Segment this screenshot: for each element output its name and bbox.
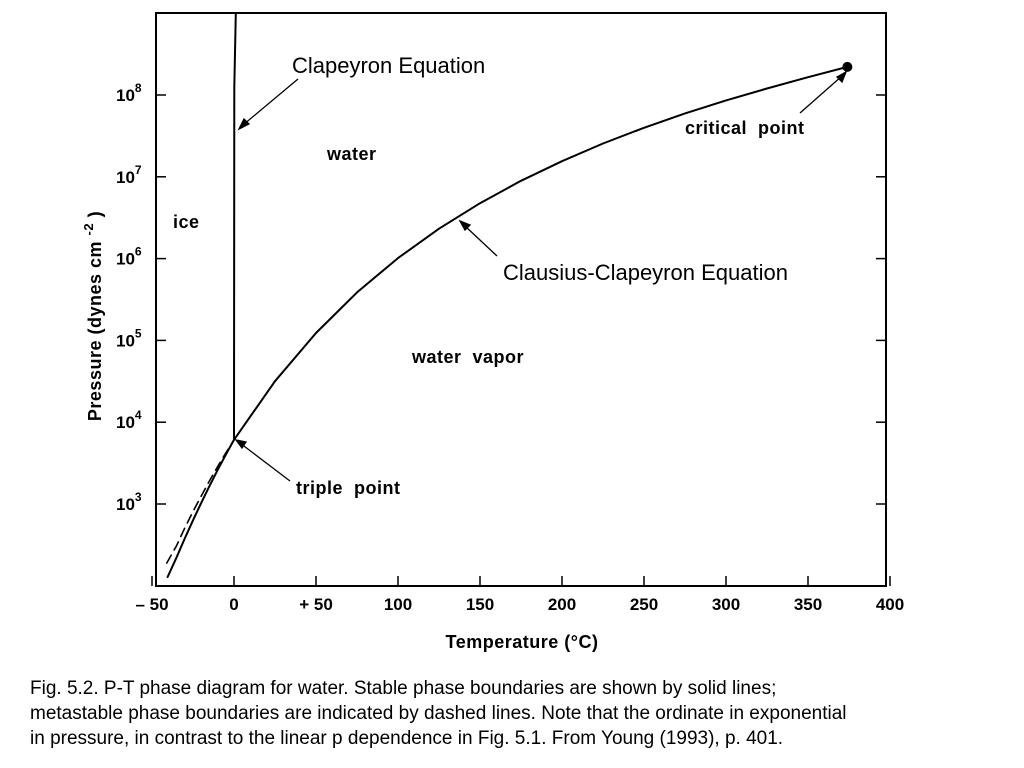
annotation-critical-point: critical point (685, 118, 805, 138)
arrow-critical (799, 75, 843, 114)
arrow-clausius-head (458, 219, 472, 232)
y-axis-title-main: Pressure (dynes cm (85, 241, 105, 421)
y-tick-label: 107 (116, 163, 142, 187)
arrow-clausius (464, 225, 498, 257)
annotation-triple-point: triple point (296, 478, 401, 498)
caption-line-3: in pressure, in contrast to the linear p… (30, 728, 784, 749)
annotation-arrows (234, 70, 848, 482)
y-tick-label: 105 (116, 326, 142, 350)
y-tick-label: 103 (116, 490, 142, 514)
arrow-clapeyron-head (237, 117, 251, 131)
x-tick-label: – 50 (135, 595, 168, 614)
x-tick-label: 300 (712, 595, 740, 614)
annotation-clausius-clapeyron: Clausius-Clapeyron Equation (503, 260, 788, 285)
x-tick-label: 0 (229, 595, 238, 614)
caption-line-1: Fig. 5.2. P-T phase diagram for water. S… (30, 678, 777, 699)
x-tick-label: 350 (794, 595, 822, 614)
markers (842, 61, 853, 72)
arrow-clapeyron (242, 78, 299, 126)
region-label-water-vapor: water vapor (411, 347, 524, 367)
svg-text:Pressure (dynes cm -2: Pressure (dynes cm -2 ) (77, 211, 105, 421)
x-tick-label: 200 (548, 595, 576, 614)
y-axis-title-close: ) (85, 211, 105, 218)
y-axis-title: Pressure (dynes cm -2 ) (77, 211, 105, 421)
x-axis-title: Temperature (°C) (446, 632, 599, 652)
region-label-ice: ice (173, 212, 200, 232)
region-label-water: water (326, 144, 377, 164)
x-axis: – 50 0 + 50 100 150 200 250 300 350 400 (135, 576, 904, 614)
y-tick-label: 106 (116, 245, 142, 269)
annotation-clapeyron: Clapeyron Equation (292, 53, 485, 78)
caption-line-2: metastable phase boundaries are indicate… (30, 703, 847, 724)
x-tick-label: 150 (466, 595, 494, 614)
y-tick-label: 104 (116, 408, 142, 432)
boundary-curve-0 (233, 65, 849, 441)
plot-frame (155, 12, 887, 587)
x-tick-label: 100 (384, 595, 412, 614)
x-tick-label: 250 (630, 595, 658, 614)
y-axis: 103 104 105 106 107 108 (116, 81, 886, 514)
arrow-critical-head (835, 70, 848, 84)
boundary-curve-1 (166, 438, 235, 578)
y-axis-title-exp: -2 (81, 223, 96, 236)
boundary-curve-3 (233, 13, 237, 441)
x-tick-label: 400 (876, 595, 904, 614)
boundary-curve-2 (166, 438, 235, 564)
x-tick-label: + 50 (299, 595, 333, 614)
arrow-triple (239, 442, 291, 482)
y-tick-label: 108 (116, 81, 142, 105)
figure-caption: Fig. 5.2. P-T phase diagram for water. S… (30, 676, 1020, 751)
critical-point-marker (842, 61, 853, 72)
phase-boundaries (166, 13, 849, 578)
arrow-triple-head (234, 439, 248, 450)
